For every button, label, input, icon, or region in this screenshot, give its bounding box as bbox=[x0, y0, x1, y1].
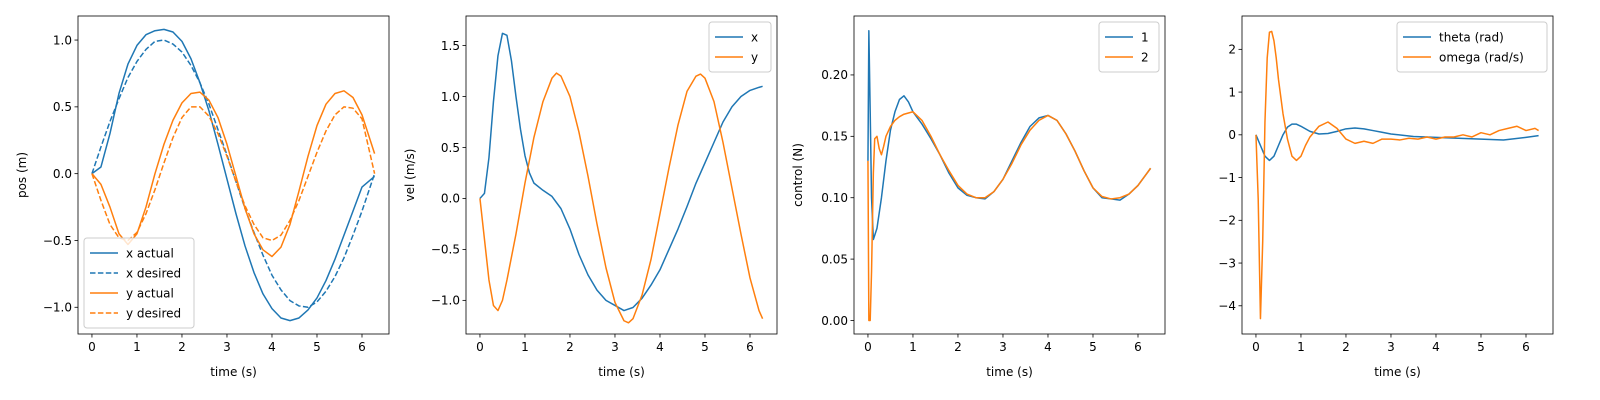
x-axis-label: time (s) bbox=[986, 365, 1033, 379]
y-tick-label: 0 bbox=[1228, 128, 1236, 142]
legend-box bbox=[1098, 21, 1160, 73]
y-tick-label: 0.15 bbox=[821, 130, 848, 144]
y-tick-label: 0.20 bbox=[821, 68, 848, 82]
series-line-x-actual bbox=[91, 28, 376, 322]
y-tick-label: 0.5 bbox=[441, 141, 460, 155]
y-tick-label: 0.0 bbox=[53, 167, 72, 181]
x-tick-label: 6 bbox=[1134, 340, 1142, 354]
y-axis-label: vel (m/s) bbox=[403, 149, 417, 202]
x-tick-label: 5 bbox=[701, 340, 709, 354]
legend: 12 bbox=[1098, 21, 1160, 73]
legend-entry-label: 1 bbox=[1141, 30, 1149, 44]
legend-entry-label: theta (rad) bbox=[1439, 30, 1504, 44]
x-tick-label: 3 bbox=[999, 340, 1007, 354]
x-tick-label: 2 bbox=[1342, 340, 1350, 354]
x-tick-label: 2 bbox=[178, 340, 186, 354]
legend-entry-label: x desired bbox=[126, 266, 181, 280]
series-line-omega-rad-s bbox=[1255, 30, 1539, 320]
y-tick-label: 1.0 bbox=[53, 33, 72, 47]
legend: xy bbox=[708, 21, 772, 73]
x-tick-label: 5 bbox=[313, 340, 321, 354]
series-line-x-desired bbox=[91, 39, 376, 309]
x-tick-label: 3 bbox=[223, 340, 231, 354]
x-axis-label: time (s) bbox=[1374, 365, 1421, 379]
y-axis-label: pos (m) bbox=[15, 152, 29, 198]
y-tick-label: 0.00 bbox=[821, 314, 848, 328]
series-group bbox=[867, 29, 1152, 322]
y-axis-label: control (N) bbox=[791, 143, 805, 207]
x-tick-label: 4 bbox=[268, 340, 276, 354]
x-tick-label: 4 bbox=[1044, 340, 1052, 354]
series-line-theta-rad bbox=[1255, 123, 1539, 162]
x-tick-label: 0 bbox=[88, 340, 96, 354]
series-group bbox=[91, 28, 376, 322]
y-tick-label: −3 bbox=[1218, 256, 1236, 270]
legend-entry-label: omega (rad/s) bbox=[1439, 50, 1524, 64]
x-tick-label: 1 bbox=[909, 340, 917, 354]
x-tick-label: 0 bbox=[1252, 340, 1260, 354]
y-tick-label: −1.0 bbox=[431, 294, 460, 308]
x-tick-label: 5 bbox=[1089, 340, 1097, 354]
x-axis-label: time (s) bbox=[210, 365, 257, 379]
x-tick-label: 4 bbox=[1432, 340, 1440, 354]
legend-box bbox=[708, 21, 772, 73]
series-line-y bbox=[479, 72, 764, 324]
x-tick-label: 0 bbox=[476, 340, 484, 354]
y-tick-label: −2 bbox=[1218, 214, 1236, 228]
legend: theta (rad) omega (rad/s) bbox=[1396, 21, 1548, 73]
y-tick-label: −1.0 bbox=[43, 301, 72, 315]
legend-box bbox=[83, 237, 195, 329]
axes-frame bbox=[77, 15, 390, 335]
legend-entry-label: y bbox=[751, 50, 758, 64]
x-tick-label: 5 bbox=[1477, 340, 1485, 354]
subplot-position: 0 1 2 3 4 5 6 −1.0 −0.5 0.0 0.5 1.0 time (s) pos (m) x… bbox=[15, 15, 390, 379]
series-line-y-desired bbox=[91, 106, 376, 242]
legend-entry-label: y desired bbox=[126, 306, 181, 320]
y-tick-label: −4 bbox=[1218, 299, 1236, 313]
series-group bbox=[1255, 30, 1539, 320]
y-tick-label: 1.5 bbox=[441, 39, 460, 53]
x-tick-label: 3 bbox=[611, 340, 619, 354]
y-tick-label: 0.10 bbox=[821, 191, 848, 205]
series-line-2 bbox=[867, 111, 1152, 322]
x-tick-label: 0 bbox=[864, 340, 872, 354]
legend-entry-label: x actual bbox=[126, 246, 174, 260]
y-tick-label: 2 bbox=[1228, 43, 1236, 57]
legend-entry-label: 2 bbox=[1141, 50, 1149, 64]
legend-entry-label: x bbox=[751, 30, 758, 44]
legend: x actual x desired y actual y desired bbox=[83, 237, 195, 329]
x-tick-label: 6 bbox=[746, 340, 754, 354]
y-tick-label: −1 bbox=[1218, 171, 1236, 185]
x-tick-label: 4 bbox=[656, 340, 664, 354]
y-tick-label: 0.0 bbox=[441, 192, 460, 206]
x-tick-label: 1 bbox=[521, 340, 529, 354]
y-tick-label: −0.5 bbox=[43, 234, 72, 248]
x-axis-label: time (s) bbox=[598, 365, 645, 379]
legend-box bbox=[1396, 21, 1548, 73]
axes-frame bbox=[853, 15, 1166, 335]
x-tick-label: 1 bbox=[133, 340, 141, 354]
subplot-angle: 0 1 2 3 4 5 6 −4 −3 −2 −1 0 1 2 time (s) theta (rad) ome… bbox=[1218, 15, 1554, 379]
subplot-velocity: 0 1 2 3 4 5 6 −1.0 −0.5 0.0 0.5 1.0 1.5 time (s) vel (… bbox=[403, 15, 778, 379]
y-tick-label: −0.5 bbox=[431, 243, 460, 257]
x-tick-label: 1 bbox=[1297, 340, 1305, 354]
series-group bbox=[479, 32, 764, 324]
x-tick-label: 6 bbox=[358, 340, 366, 354]
legend-entry-label: y actual bbox=[126, 286, 174, 300]
x-tick-label: 3 bbox=[1387, 340, 1395, 354]
axes-frame bbox=[1241, 15, 1554, 335]
series-line-x bbox=[479, 32, 763, 312]
x-tick-label: 6 bbox=[1522, 340, 1530, 354]
y-tick-label: 1.0 bbox=[441, 90, 460, 104]
x-tick-label: 2 bbox=[954, 340, 962, 354]
y-tick-label: 0.5 bbox=[53, 100, 72, 114]
axes-frame bbox=[465, 15, 778, 335]
x-tick-label: 2 bbox=[566, 340, 574, 354]
y-tick-label: 0.05 bbox=[821, 252, 848, 266]
y-tick-label: 1 bbox=[1228, 85, 1236, 99]
